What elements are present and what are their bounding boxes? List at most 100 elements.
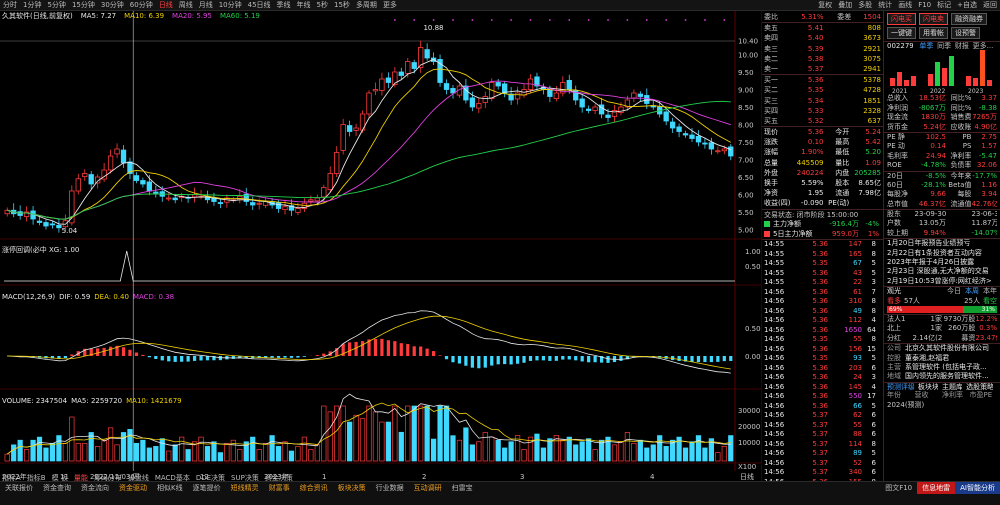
bottom-link[interactable]: 逐笔提价 [192, 484, 221, 492]
bottom-link[interactable]: 短线精灵 [230, 484, 259, 492]
tool-button[interactable]: 设预警 [951, 27, 980, 39]
fin-tag[interactable]: 主题库 [942, 382, 963, 391]
sentiment-tab[interactable]: 今日 [947, 287, 961, 296]
order-level[interactable]: 买四 5.33 2328 [762, 106, 883, 116]
news-item[interactable]: 1月20日年报预告业绩预亏 [887, 239, 971, 248]
bottom-link[interactable]: 相似K线 [157, 484, 183, 492]
bottom-link[interactable]: 板块决策 [337, 484, 366, 492]
order-level[interactable]: 卖一 5.37 2941 [762, 64, 883, 74]
indicator-tab[interactable]: 操盘线 [127, 474, 149, 482]
indicator-tab[interactable]: DDE决策 [195, 474, 226, 482]
fin-tag[interactable]: 选股策略 [966, 382, 993, 391]
sentiment-tab[interactable]: 本周 [965, 287, 979, 296]
fin-tag[interactable]: 预测评级 [887, 382, 914, 391]
period-tab[interactable]: 周线 [178, 0, 193, 9]
sentiment-tab[interactable]: 本年 [983, 287, 997, 296]
tool-item[interactable]: 返回 [983, 0, 997, 9]
news-list[interactable]: 1月20日年报预告业绩预亏 2月22日有1条投资者互动内容 2023年年报于4月26… [884, 238, 1000, 286]
order-level[interactable]: 卖三 5.39 2921 [762, 44, 883, 54]
indicator-tab[interactable]: 量能 [73, 474, 88, 482]
period-tab[interactable]: 更多 [382, 0, 397, 9]
period-tab[interactable]: 日线 [158, 0, 173, 9]
indicator-tab[interactable]: SUP决策 [231, 474, 259, 482]
bottom-link[interactable]: 资金流向 [81, 484, 109, 492]
volume-bar [230, 439, 236, 462]
tool-button[interactable]: 一键键 [887, 27, 916, 39]
period-tab[interactable]: 5秒 [316, 0, 329, 9]
period-tab[interactable]: 月线 [198, 0, 213, 9]
tick-row: 14:56 5.37 55 6 [762, 421, 883, 431]
bottom-link[interactable]: 扫雷宝 [451, 484, 473, 492]
kline-chart-area[interactable]: 10.40 10.00 9.50 9.00 8.50 8.00 7.50 7.00 6.50 6.… [0, 11, 762, 482]
ma-label: MA60: 5.19 [219, 12, 260, 20]
tool-button[interactable]: 用看帐 [919, 27, 948, 39]
bottom-right-link[interactable]: AI智能分析 [955, 482, 1000, 494]
fin-tab[interactable]: 财报 [954, 42, 969, 50]
bottom-right-link[interactable]: 信息地雷 [917, 482, 956, 494]
period-tab[interactable]: 15秒 [334, 0, 350, 9]
bottom-link[interactable]: 财富事 [268, 484, 290, 492]
tick-list[interactable]: 14:55 5.36 147 8 14:55 5.36 165 8 14:55 5.35 67 5 14… [762, 239, 883, 505]
bottom-link[interactable]: 资金查询 [43, 484, 71, 492]
tool-item[interactable]: F10 [918, 0, 932, 9]
bottom-link[interactable]: 综合资讯 [299, 484, 328, 492]
period-tab[interactable]: 10分钟 [218, 0, 242, 9]
fin-tab[interactable]: 更多... [972, 42, 994, 50]
period-tab[interactable]: 15分钟 [71, 0, 95, 9]
volume-bar [30, 439, 36, 462]
bottom-link[interactable]: 行业数据 [375, 484, 404, 492]
volume-bar [502, 447, 508, 462]
trade-button[interactable]: 闪电买 [887, 13, 916, 25]
fin-label: PB [962, 132, 972, 141]
news-item[interactable]: 2月19日10:53曾涨停:网红经济> [887, 276, 992, 285]
indicator-tab[interactable]: 模 板 [51, 474, 68, 482]
kline-svg[interactable]: 10.4010.009.509.008.508.007.507.006.506.… [0, 11, 762, 481]
period-tab[interactable]: 分时 [3, 0, 17, 9]
tool-item[interactable]: 标记 [937, 0, 952, 9]
tool-item[interactable]: 叠加 [838, 0, 853, 9]
news-item[interactable]: 2月22日有1条投资者互动内容 [887, 248, 982, 257]
order-level[interactable]: 卖五 5.41 808 [762, 23, 883, 33]
period-tab[interactable]: 45日线 [247, 0, 271, 9]
news-item[interactable]: 2月23日 深股通,无大净额的交易 [887, 267, 989, 276]
indicator-tab[interactable]: MACD基本 [154, 474, 190, 482]
order-level[interactable]: 买二 5.35 4728 [762, 85, 883, 95]
news-item[interactable]: 2023年年报于4月26日披露 [887, 258, 975, 267]
tool-item[interactable]: 复权 [818, 0, 833, 9]
fin-tab[interactable]: 同季 [937, 42, 951, 50]
tool-item[interactable]: 多股 [858, 0, 873, 9]
indicator-tab[interactable]: 指标B [26, 474, 46, 482]
order-level[interactable]: 卖二 5.38 3075 [762, 54, 883, 64]
fin-tag[interactable]: 板块块 [917, 382, 938, 391]
trade-button[interactable]: 融资融券 [951, 13, 987, 25]
order-level[interactable]: 买三 5.34 1851 [762, 96, 883, 106]
volume-bar [489, 436, 495, 462]
period-tab[interactable]: 季线 [276, 0, 291, 9]
bottom-link[interactable]: 关联报价 [5, 484, 33, 492]
candle-body [243, 193, 249, 202]
right-panel: 委比 5.31% 委差 1504 卖五 5.41 808 卖四 5.40 3673 卖三 5.… [762, 11, 1000, 505]
period-tab[interactable]: 多周期 [355, 0, 377, 9]
period-tab[interactable]: 1分钟 [23, 0, 42, 9]
tool-item[interactable]: 统计 [878, 0, 893, 9]
period-tab[interactable]: 5分钟 [47, 0, 66, 9]
bottom-link[interactable]: 互动调研 [413, 484, 442, 492]
tool-item[interactable]: +自选 [957, 0, 977, 9]
indicator-tab[interactable]: 资金决策 [264, 474, 293, 482]
order-level[interactable]: 买一 5.36 5378 [762, 75, 883, 85]
indicator-tab[interactable]: 筹码分布 [93, 474, 122, 482]
indicator-tab[interactable]: 指标A [2, 474, 21, 482]
period-tab[interactable]: 年线 [296, 0, 311, 9]
stat-value: 205285 [854, 168, 882, 177]
order-level[interactable]: 买五 5.32 637 [762, 116, 883, 126]
bottom-right-link[interactable]: 图文F10 [885, 484, 913, 492]
fin-tab[interactable]: 单季 [919, 42, 934, 50]
order-price: 5.41 [807, 24, 824, 33]
order-level[interactable]: 卖四 5.40 3673 [762, 33, 883, 43]
bottom-link[interactable]: 资金驱动 [119, 484, 147, 492]
tool-item[interactable]: 画线 [898, 0, 913, 9]
trade-button[interactable]: 闪电卖 [919, 13, 948, 25]
period-tab[interactable]: 60分钟 [129, 0, 153, 9]
period-tab[interactable]: 30分钟 [100, 0, 124, 9]
